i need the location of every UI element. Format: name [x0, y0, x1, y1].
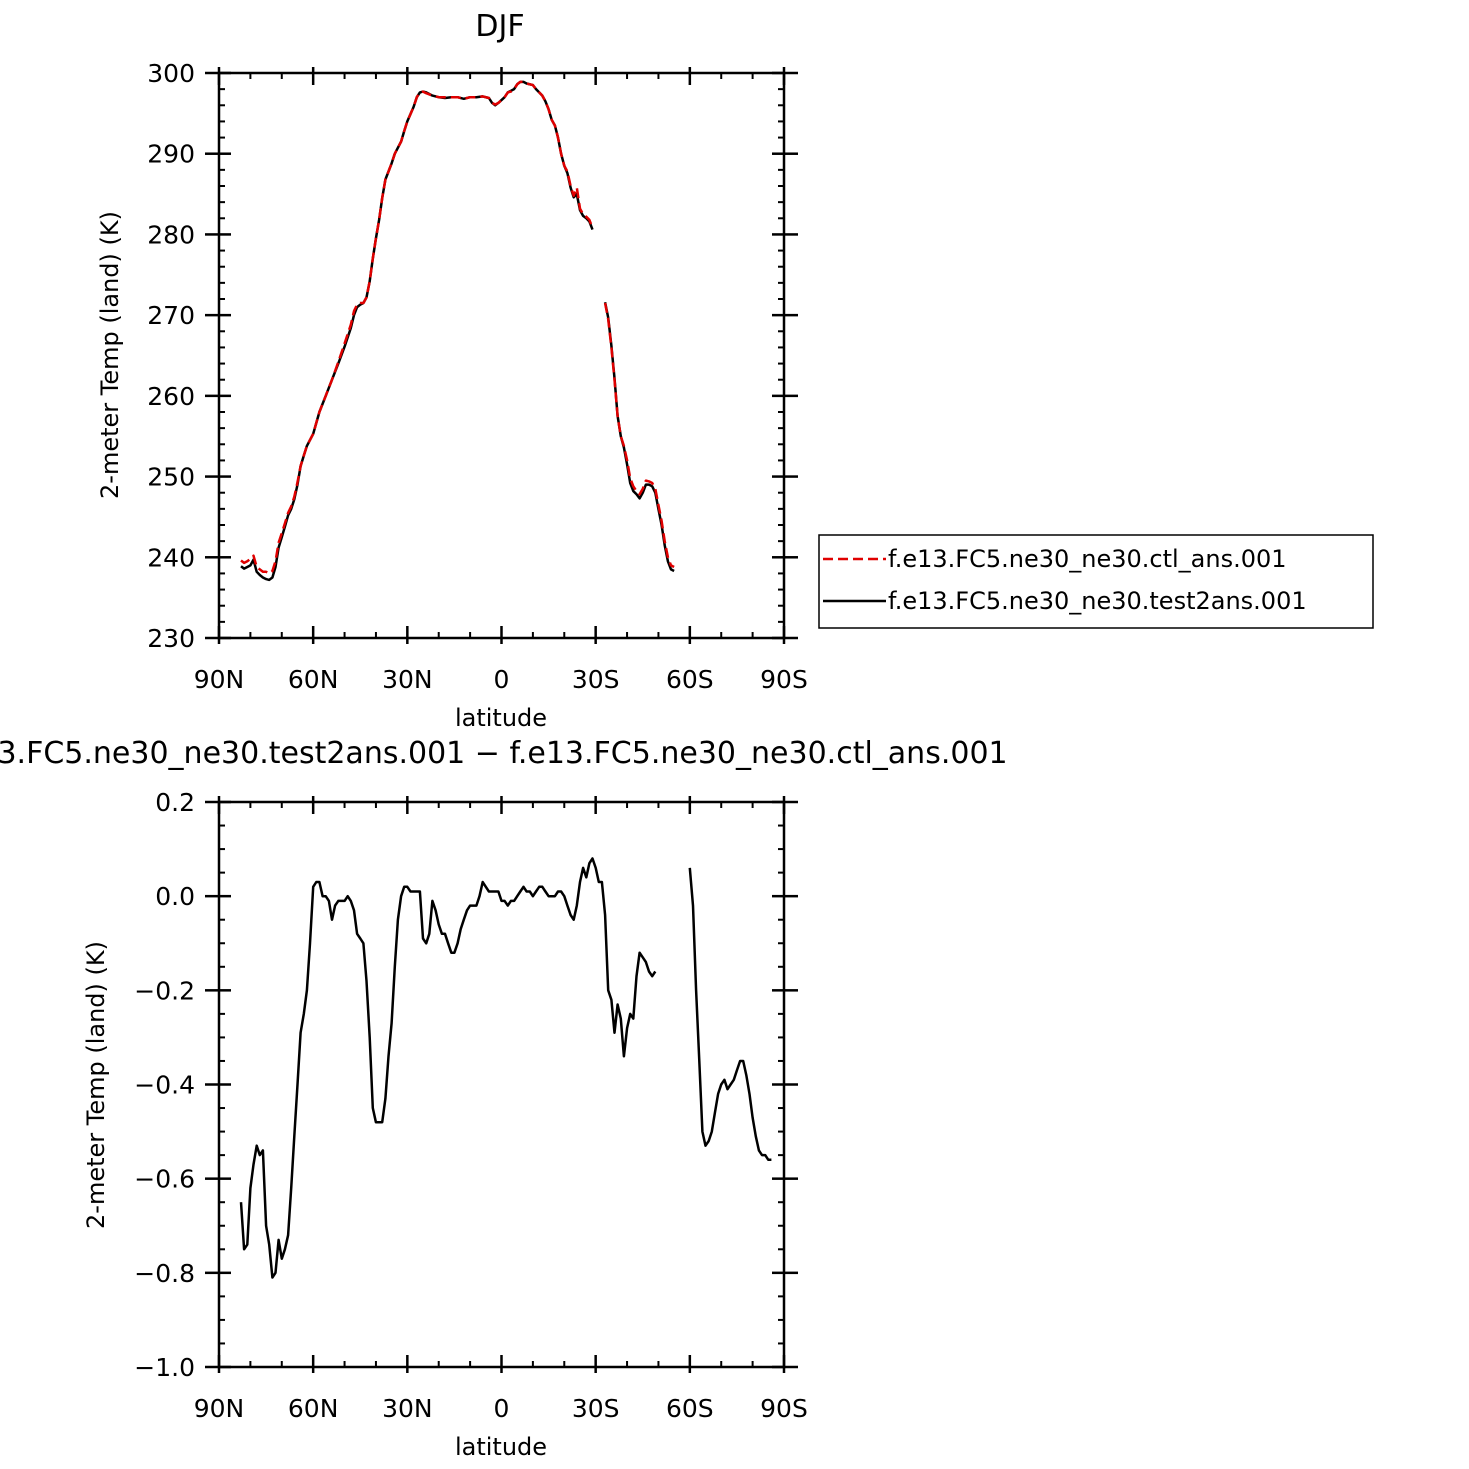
top-panel: DJF 90N 60N 30N 0 30S 60S 90S 230 240 250 260 270 28…: [96, 9, 808, 732]
bottom-tick-labels: 90N 60N 30N 0 30S 60S 90S −1.0 −0.8 −0.6 −0.4 −0.2 0…: [134, 788, 808, 1423]
x-tick-label: 30N: [382, 1394, 433, 1423]
x-tick-label: 90N: [194, 665, 245, 694]
top-x-axis-title: latitude: [455, 704, 547, 732]
top-series: [240, 80, 675, 582]
y-tick-label: −0.6: [134, 1165, 195, 1194]
series-line-difference-segment-1: [239, 857, 657, 1279]
y-tick-label: −1.0: [134, 1353, 195, 1382]
top-tick-labels: 90N 60N 30N 0 30S 60S 90S 230 240 250 260 270 280 290…: [147, 59, 808, 694]
x-tick-label: 60S: [666, 1394, 714, 1423]
x-tick-label: 30N: [382, 665, 433, 694]
top-ticks: [205, 67, 798, 644]
y-tick-label: 260: [147, 382, 195, 411]
bottom-y-axis-title: 2-meter Temp (land) (K): [82, 941, 110, 1229]
y-tick-label: 230: [147, 624, 195, 653]
x-tick-label: 60N: [288, 665, 339, 694]
series-line-ctl-segment-2: [603, 302, 675, 569]
legend-box: [818, 534, 1374, 629]
y-tick-label: 280: [147, 220, 195, 249]
x-tick-label: 0: [494, 1394, 510, 1423]
x-tick-label: 60S: [666, 665, 714, 694]
y-tick-label: 0.2: [155, 788, 195, 817]
series-line-test-segment-1: [240, 80, 594, 582]
top-plot-frame: [217, 71, 786, 640]
y-tick-label: 240: [147, 543, 195, 572]
legend-label-test: f.e13.FC5.ne30_ne30.test2ans.001: [888, 587, 1307, 615]
x-tick-label: 30S: [572, 1394, 620, 1423]
top-y-axis-title: 2-meter Temp (land) (K): [96, 211, 124, 499]
x-tick-label: 30S: [572, 665, 620, 694]
bottom-x-axis-title: latitude: [455, 1433, 547, 1461]
series-line-test-segment-2: [603, 301, 675, 573]
bottom-panel: f.e13.FC5.ne30_ne30.test2ans.001 − f.e13…: [0, 736, 1008, 1461]
x-tick-label: 90N: [194, 1394, 245, 1423]
legend: f.e13.FC5.ne30_ne30.ctl_ans.001 f.e13.FC…: [818, 534, 1374, 629]
y-tick-label: 270: [147, 301, 195, 330]
y-tick-label: −0.8: [134, 1259, 195, 1288]
x-tick-label: 90S: [760, 665, 808, 694]
legend-label-ctl: f.e13.FC5.ne30_ne30.ctl_ans.001: [888, 545, 1287, 573]
x-tick-label: 0: [494, 665, 510, 694]
x-tick-label: 60N: [288, 1394, 339, 1423]
bottom-title: f.e13.FC5.ne30_ne30.test2ans.001 − f.e13…: [0, 736, 1008, 771]
x-tick-label: 90S: [760, 1394, 808, 1423]
bottom-series: [239, 857, 772, 1279]
bottom-ticks: [205, 796, 798, 1373]
top-title: DJF: [475, 9, 524, 44]
y-tick-label: 290: [147, 140, 195, 169]
series-line-ctl-segment-1: [240, 80, 594, 575]
y-tick-label: 300: [147, 59, 195, 88]
y-tick-label: 0.0: [155, 882, 195, 911]
series-line-difference-segment-2: [688, 867, 772, 1162]
y-tick-label: −0.4: [134, 1071, 195, 1100]
y-tick-label: 250: [147, 463, 195, 492]
y-tick-label: −0.2: [134, 976, 195, 1005]
